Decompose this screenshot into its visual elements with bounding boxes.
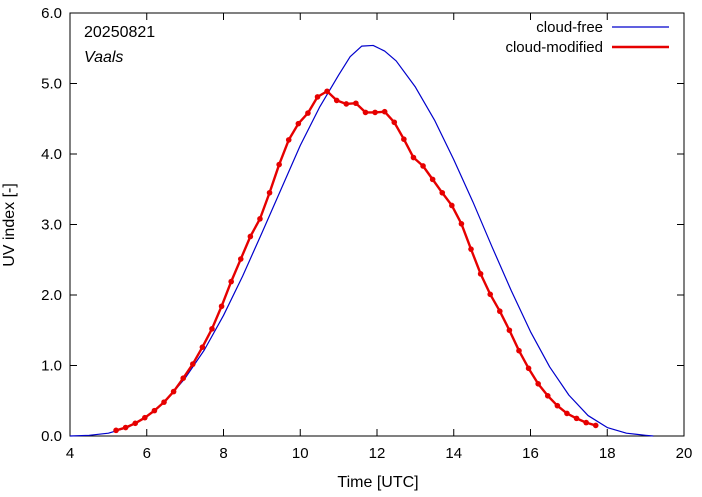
data-point-cloud-modified [305,110,311,116]
data-point-cloud-modified [324,88,330,95]
data-point-cloud-modified [237,256,244,262]
plot-area: 4 6 8 10 12 14 16 18 20 0.0 1.0 2.0 3.0 4.0 5.0 6.0 [41,5,692,462]
data-point-cloud-modified [257,216,263,222]
data-point-cloud-modified [151,407,158,414]
y-tick-label: 5.0 [41,76,62,93]
x-tick-label: 10 [292,445,309,462]
data-point-cloud-modified [381,108,388,115]
data-point-cloud-modified [439,189,446,196]
legend: cloud-free cloud-modified [505,19,669,56]
x-tick-label: 8 [219,445,227,462]
data-point-cloud-modified [161,399,167,405]
data-point-cloud-modified [525,365,532,372]
data-point-cloud-modified [218,303,225,310]
data-point-cloud-modified [391,119,398,126]
data-point-cloud-modified [180,375,187,381]
data-point-cloud-modified [190,361,196,367]
legend-label-cloud-free: cloud-free [536,19,603,36]
date-annotation: 20250821 [84,24,155,41]
data-point-cloud-modified [583,419,589,426]
data-point-cloud-modified [410,154,417,161]
location-annotation: Vaals [84,49,123,66]
y-axis-title: UV index [-] [1,183,18,267]
y-tick-label: 2.0 [41,287,62,304]
data-point-cloud-modified [285,137,292,143]
x-axis-title: Time [UTC] [337,474,418,491]
x-tick-label: 20 [676,445,693,462]
x-tick-label: 4 [66,445,74,462]
data-point-cloud-modified [372,109,378,116]
x-axis-ticks: 4 6 8 10 12 14 16 18 20 [66,13,693,462]
y-tick-label: 6.0 [41,5,62,22]
data-point-cloud-modified [554,402,561,409]
x-tick-label: 14 [445,445,462,462]
data-point-cloud-modified [343,101,350,107]
data-point-cloud-modified [401,136,407,142]
data-point-cloud-modified [487,291,494,298]
data-point-cloud-modified [266,189,273,196]
data-point-cloud-modified [314,94,321,100]
data-point-cloud-modified [516,347,522,354]
series-layer [69,44,654,437]
x-tick-label: 12 [369,445,386,462]
data-point-cloud-modified [564,410,570,417]
data-point-cloud-modified [295,120,302,127]
data-point-cloud-modified [420,163,426,169]
y-axis-ticks: 0.0 1.0 2.0 3.0 4.0 5.0 6.0 [41,5,684,445]
y-tick-label: 1.0 [41,358,62,375]
data-point-cloud-modified [333,97,340,104]
data-point-cloud-modified [113,427,119,434]
legend-entry-cloud-free: cloud-free [536,19,669,36]
data-point-cloud-modified [592,422,599,429]
data-point-cloud-modified [362,109,369,116]
data-point-cloud-modified [506,327,513,334]
data-point-cloud-modified [573,415,580,422]
data-point-cloud-modified [199,344,206,350]
data-point-cloud-modified [429,176,436,183]
data-point-cloud-modified [353,100,359,107]
data-point-cloud-modified [170,388,177,395]
data-point-cloud-modified [142,414,148,421]
legend-entry-cloud-modified: cloud-modified [505,39,669,56]
y-tick-label: 3.0 [41,217,62,234]
data-point-cloud-modified [468,246,474,252]
data-point-cloud-modified [458,220,465,227]
data-point-cloud-modified [276,161,282,168]
data-point-cloud-modified [497,308,503,315]
y-tick-label: 4.0 [41,146,62,163]
data-point-cloud-modified [132,420,139,427]
data-point-cloud-modified [122,424,129,431]
x-tick-label: 18 [599,445,616,462]
data-point-cloud-modified [535,381,541,387]
legend-label-cloud-modified: cloud-modified [505,39,603,56]
data-point-cloud-modified [247,233,254,240]
x-tick-label: 6 [143,445,151,462]
y-tick-label: 0.0 [41,428,62,445]
x-tick-label: 16 [522,445,539,462]
data-point-cloud-modified [449,202,455,209]
data-point-cloud-modified [477,271,484,277]
data-point-cloud-modified [544,393,551,399]
data-point-cloud-modified [228,278,234,285]
data-point-cloud-modified [209,326,215,332]
